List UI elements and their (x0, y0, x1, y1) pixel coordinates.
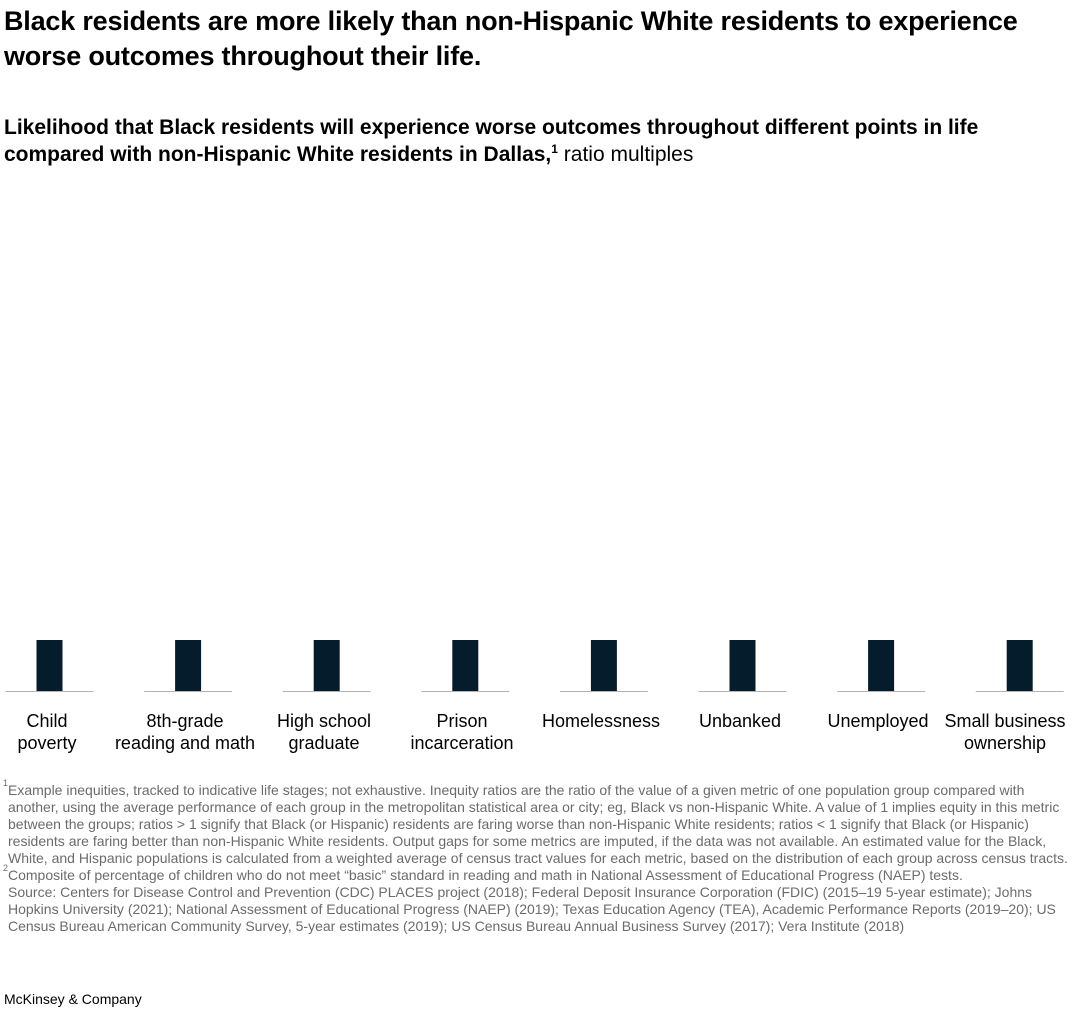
bar-3 (313, 640, 340, 691)
category-label-1: Child poverty (0, 710, 122, 754)
category-label-2: 8th-grade reading and math (110, 710, 260, 754)
category-label-6-line-1: Unbanked (698, 711, 782, 731)
subtitle-footnote-mark: 1 (551, 142, 558, 156)
category-label-7-line-1: Unemployed (827, 711, 929, 731)
category-label-7: Unemployed (803, 710, 953, 732)
footnote-2-mark: 2 (3, 863, 9, 873)
footnote-1-mark: 1 (3, 778, 9, 788)
footnote-1-text: Example inequities, tracked to indicativ… (8, 782, 1068, 866)
category-label-8: Small business ownership (930, 710, 1080, 754)
category-label-2-line-2: reading and math (114, 733, 256, 753)
category-label-6: Unbanked (665, 710, 815, 732)
bar-2 (175, 640, 202, 691)
bar-4 (452, 640, 479, 691)
bar-5 (590, 640, 617, 691)
category-label-5: Homelessness (526, 710, 676, 732)
category-label-4-line-1: Prison (436, 711, 488, 731)
category-label-4: Prison incarceration (387, 710, 537, 754)
footnote-2-text: Composite of percentage of children who … (8, 867, 963, 883)
category-label-2-line-1: 8th-grade (146, 711, 224, 731)
bar-8 (1006, 640, 1033, 691)
footnote-2: 2 Composite of percentage of children who… (3, 863, 1077, 884)
footnote-1: 1 Example inequities, tracked to indicati… (3, 778, 1077, 867)
bar-7 (868, 640, 895, 691)
bar-6 (729, 640, 756, 691)
chart-headline: Black residents are more likely than non… (4, 6, 1018, 71)
bar-1 (36, 640, 63, 691)
category-label-1-line-1: Child (26, 711, 68, 731)
category-label-1-line-2: poverty (17, 733, 77, 753)
source-note: Source: Centers for Disease Control and … (8, 884, 1056, 934)
category-label-4-line-2: incarceration (410, 733, 514, 753)
category-label-8-line-1: Small business (944, 711, 1066, 731)
category-label-8-line-2: ownership (963, 733, 1047, 753)
category-label-3-line-1: High school (276, 711, 372, 731)
category-label-3: High school graduate (249, 710, 399, 754)
subtitle-text: Likelihood that Black residents will exp… (4, 116, 979, 166)
bar-chart (5, 640, 1064, 692)
chart-subtitle: Likelihood that Black residents will exp… (4, 114, 1074, 168)
footnotes: 1 Example inequities, tracked to indicati… (3, 778, 1077, 935)
category-label-3-line-2: graduate (288, 733, 360, 753)
category-label-5-line-1: Homelessness (541, 711, 661, 731)
brand-logo-text: McKinsey & Company (4, 991, 142, 1007)
subtitle-unit: ratio multiples (563, 143, 694, 166)
